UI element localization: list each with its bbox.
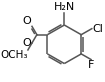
Text: F: F xyxy=(88,60,94,70)
Text: O: O xyxy=(23,38,32,48)
Text: H₂N: H₂N xyxy=(54,2,75,12)
Text: OCH₃: OCH₃ xyxy=(0,50,28,60)
Text: Cl: Cl xyxy=(92,24,103,34)
Text: O: O xyxy=(23,16,32,26)
